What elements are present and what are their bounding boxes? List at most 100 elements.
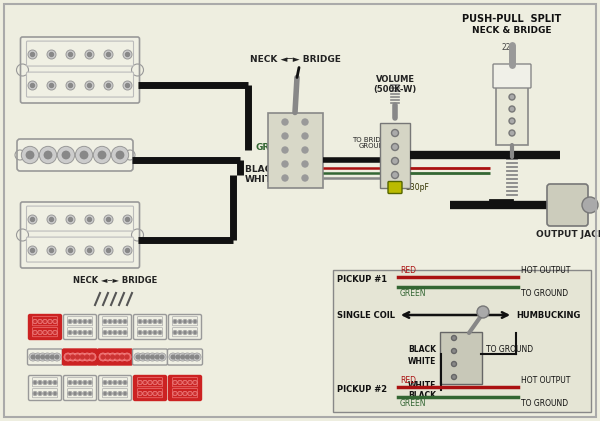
Circle shape bbox=[50, 355, 54, 359]
FancyBboxPatch shape bbox=[29, 376, 62, 400]
Circle shape bbox=[103, 330, 107, 335]
Circle shape bbox=[78, 330, 82, 335]
Text: BLACK: BLACK bbox=[408, 392, 436, 400]
Circle shape bbox=[123, 319, 127, 324]
Text: TO BRIDGE
GROUND: TO BRIDGE GROUND bbox=[352, 136, 390, 149]
FancyBboxPatch shape bbox=[20, 37, 139, 103]
Circle shape bbox=[69, 320, 71, 322]
Circle shape bbox=[392, 130, 398, 136]
Text: GREEN: GREEN bbox=[255, 143, 289, 152]
Circle shape bbox=[392, 144, 398, 150]
FancyBboxPatch shape bbox=[380, 123, 410, 187]
Circle shape bbox=[38, 319, 42, 324]
Circle shape bbox=[124, 392, 126, 394]
Circle shape bbox=[179, 320, 181, 322]
FancyBboxPatch shape bbox=[103, 317, 128, 326]
Circle shape bbox=[143, 319, 147, 324]
Circle shape bbox=[49, 331, 51, 333]
Circle shape bbox=[54, 381, 56, 384]
Circle shape bbox=[143, 380, 147, 385]
Circle shape bbox=[107, 53, 110, 56]
Circle shape bbox=[85, 81, 94, 90]
Circle shape bbox=[80, 355, 84, 359]
Circle shape bbox=[178, 380, 182, 385]
Circle shape bbox=[144, 320, 146, 322]
Circle shape bbox=[76, 355, 79, 359]
Circle shape bbox=[48, 353, 56, 361]
Circle shape bbox=[49, 248, 53, 253]
Circle shape bbox=[106, 355, 110, 359]
FancyBboxPatch shape bbox=[133, 349, 167, 365]
Circle shape bbox=[85, 215, 94, 224]
Text: TO GROUND: TO GROUND bbox=[486, 346, 533, 354]
FancyBboxPatch shape bbox=[26, 206, 133, 231]
Circle shape bbox=[58, 147, 74, 164]
Circle shape bbox=[452, 349, 457, 354]
FancyBboxPatch shape bbox=[26, 41, 133, 66]
FancyBboxPatch shape bbox=[333, 270, 591, 412]
Circle shape bbox=[84, 381, 86, 384]
FancyBboxPatch shape bbox=[32, 317, 58, 326]
Text: NECK & BRIDGE: NECK & BRIDGE bbox=[472, 26, 552, 35]
Circle shape bbox=[113, 330, 117, 335]
Circle shape bbox=[123, 215, 132, 224]
Circle shape bbox=[88, 83, 91, 88]
Circle shape bbox=[139, 331, 141, 333]
Circle shape bbox=[123, 81, 132, 90]
Circle shape bbox=[43, 353, 52, 361]
Circle shape bbox=[148, 353, 157, 361]
FancyBboxPatch shape bbox=[440, 332, 482, 384]
Circle shape bbox=[68, 248, 73, 253]
Circle shape bbox=[193, 391, 197, 396]
Circle shape bbox=[53, 380, 57, 385]
Circle shape bbox=[78, 319, 82, 324]
Circle shape bbox=[158, 330, 162, 335]
Circle shape bbox=[178, 391, 182, 396]
Circle shape bbox=[392, 171, 398, 179]
FancyBboxPatch shape bbox=[103, 328, 128, 337]
FancyBboxPatch shape bbox=[28, 349, 62, 365]
Circle shape bbox=[39, 331, 41, 333]
Circle shape bbox=[183, 330, 187, 335]
Circle shape bbox=[148, 391, 152, 396]
FancyBboxPatch shape bbox=[64, 314, 97, 339]
Circle shape bbox=[108, 391, 112, 396]
Text: BLACK &
WHITE: BLACK & WHITE bbox=[245, 165, 289, 184]
Circle shape bbox=[452, 375, 457, 379]
Circle shape bbox=[173, 380, 177, 385]
Circle shape bbox=[73, 391, 77, 396]
Circle shape bbox=[116, 151, 124, 159]
Circle shape bbox=[154, 392, 156, 394]
Circle shape bbox=[114, 320, 116, 322]
FancyBboxPatch shape bbox=[32, 389, 58, 398]
Circle shape bbox=[160, 355, 164, 359]
FancyBboxPatch shape bbox=[169, 376, 202, 400]
Circle shape bbox=[53, 353, 61, 361]
Circle shape bbox=[509, 94, 515, 100]
Circle shape bbox=[53, 330, 57, 335]
Circle shape bbox=[80, 151, 88, 159]
Circle shape bbox=[88, 248, 91, 253]
Circle shape bbox=[43, 391, 47, 396]
Circle shape bbox=[138, 319, 142, 324]
Text: BLACK: BLACK bbox=[408, 346, 436, 354]
Circle shape bbox=[139, 353, 147, 361]
Circle shape bbox=[148, 319, 152, 324]
FancyBboxPatch shape bbox=[26, 72, 133, 97]
FancyBboxPatch shape bbox=[133, 376, 167, 400]
Circle shape bbox=[125, 355, 129, 359]
Circle shape bbox=[123, 330, 127, 335]
Circle shape bbox=[184, 353, 191, 361]
Circle shape bbox=[188, 391, 192, 396]
Circle shape bbox=[88, 319, 92, 324]
Circle shape bbox=[31, 83, 35, 88]
Text: TO GROUND: TO GROUND bbox=[521, 399, 568, 408]
Text: RED: RED bbox=[400, 266, 416, 275]
FancyBboxPatch shape bbox=[137, 328, 163, 337]
Circle shape bbox=[189, 392, 191, 394]
Circle shape bbox=[452, 336, 457, 341]
Text: PICKUP #1: PICKUP #1 bbox=[337, 275, 387, 285]
Circle shape bbox=[49, 381, 51, 384]
Circle shape bbox=[108, 319, 112, 324]
Text: HOT OUTPUT: HOT OUTPUT bbox=[521, 376, 571, 385]
